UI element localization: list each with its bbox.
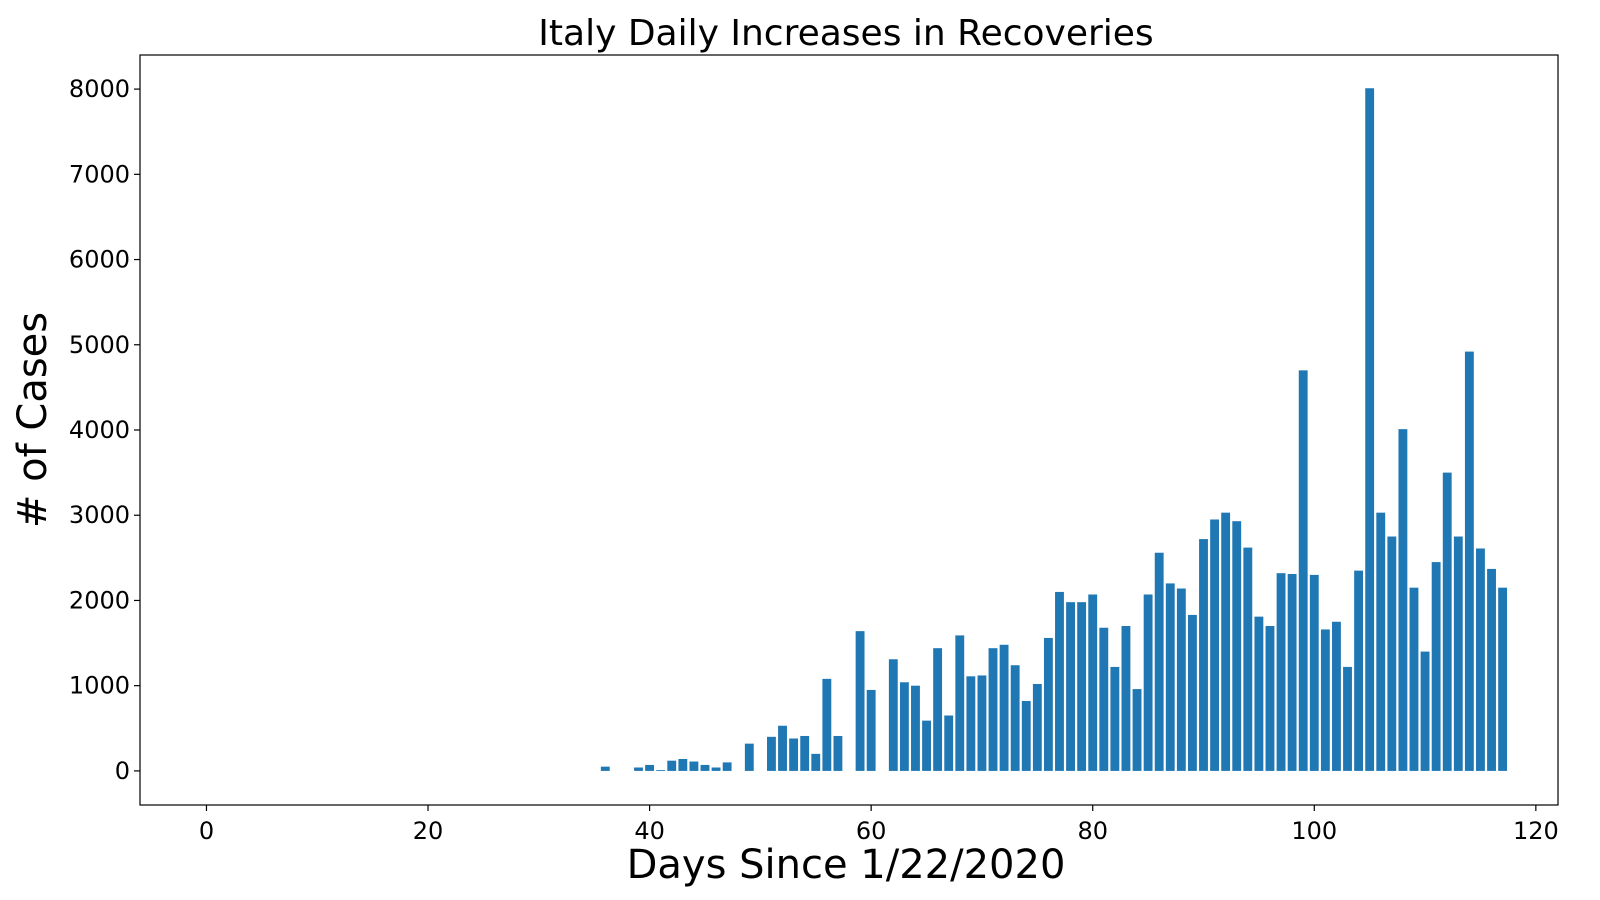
bar: [1077, 602, 1087, 771]
y-axis-label: # of Cases: [10, 312, 56, 528]
bar: [689, 761, 699, 771]
bar: [667, 760, 677, 771]
bar: [1254, 616, 1264, 771]
bar: [711, 767, 721, 771]
bar: [1343, 666, 1352, 771]
bar: [1476, 548, 1485, 771]
bar: [1088, 594, 1098, 771]
x-tick-label: 80: [1077, 817, 1108, 845]
bar: [1187, 614, 1197, 771]
bar: [1309, 574, 1319, 771]
y-tick-label: 0: [115, 757, 130, 785]
bar: [1420, 651, 1430, 771]
bar: [999, 644, 1009, 771]
bar: [1021, 701, 1031, 771]
bar: [1232, 521, 1242, 771]
bar: [744, 743, 754, 771]
bar: [966, 676, 976, 771]
x-tick-label: 20: [413, 817, 444, 845]
bar: [1066, 602, 1075, 771]
bar: [922, 720, 931, 771]
bar: [1121, 626, 1131, 771]
bar: [1210, 519, 1220, 771]
bar: [1176, 588, 1186, 771]
bar: [600, 766, 610, 771]
bar: [1365, 88, 1375, 771]
bar: [866, 689, 876, 771]
y-tick-label: 7000: [69, 160, 130, 188]
bar: [977, 675, 987, 771]
bar: [634, 767, 643, 771]
x-tick-label: 0: [199, 817, 214, 845]
bar: [1498, 587, 1508, 771]
bar: [722, 762, 732, 771]
bar-series: [600, 88, 1508, 771]
bar: [1055, 591, 1064, 771]
bar: [767, 736, 776, 771]
bar: [833, 735, 843, 771]
bar: [678, 758, 688, 771]
bar: [899, 682, 909, 771]
bar: [778, 725, 787, 771]
y-tick-label: 5000: [69, 331, 130, 359]
bar: [1243, 547, 1253, 771]
bar: [1453, 536, 1463, 771]
x-tick-label: 120: [1513, 817, 1559, 845]
y-tick-label: 1000: [69, 672, 130, 700]
bar: [1199, 539, 1208, 771]
y-tick-label: 8000: [69, 75, 130, 103]
y-tick-label: 3000: [69, 501, 130, 529]
bar: [1143, 594, 1153, 771]
bar: [700, 764, 710, 771]
bar: [645, 764, 655, 771]
x-tick-label: 100: [1291, 817, 1337, 845]
bar: [1298, 370, 1308, 771]
bar: [1265, 626, 1275, 771]
bar: [1409, 587, 1419, 771]
bar: [944, 715, 954, 771]
bar: [811, 753, 821, 771]
x-tick-label: 40: [634, 817, 665, 845]
bar: [955, 635, 965, 771]
bar: [855, 631, 865, 771]
bar: [1431, 562, 1441, 771]
bar: [1487, 568, 1496, 771]
bar: [1010, 665, 1020, 771]
y-tick-label: 2000: [69, 586, 130, 614]
bar: [988, 648, 998, 771]
x-tick-label: 60: [856, 817, 887, 845]
bar: [656, 770, 666, 771]
x-axis: 0 20 40 60 80 100 120: [199, 805, 1559, 845]
bar: [1132, 689, 1142, 771]
bar: [822, 678, 832, 771]
bar: [1099, 627, 1109, 771]
bar: [933, 648, 943, 771]
bar: [1398, 429, 1408, 771]
chart-title: Italy Daily Increases in Recoveries: [538, 13, 1153, 54]
bar: [1442, 472, 1452, 771]
bar: [1387, 536, 1397, 771]
bar: [1464, 351, 1474, 771]
bar: [789, 738, 799, 771]
bar: [888, 659, 898, 771]
y-axis: 0 1000 2000 3000 4000 5000 6000 7000 8000: [69, 75, 140, 785]
bar: [1354, 570, 1364, 771]
bar: [1154, 552, 1164, 771]
bar: [800, 735, 810, 771]
bar: [1165, 583, 1175, 771]
bar: [1221, 512, 1231, 771]
bar: [911, 685, 920, 771]
bar: [1032, 683, 1042, 771]
bar: [1043, 637, 1053, 771]
bar: [1110, 666, 1120, 771]
bar: [1276, 573, 1286, 771]
bar: [1332, 621, 1341, 771]
bar: [1287, 574, 1297, 771]
bar: [1376, 512, 1386, 771]
bar: [1320, 629, 1330, 771]
y-tick-label: 4000: [69, 416, 130, 444]
x-axis-label: Days Since 1/22/2020: [627, 842, 1066, 888]
y-tick-label: 6000: [69, 246, 130, 274]
